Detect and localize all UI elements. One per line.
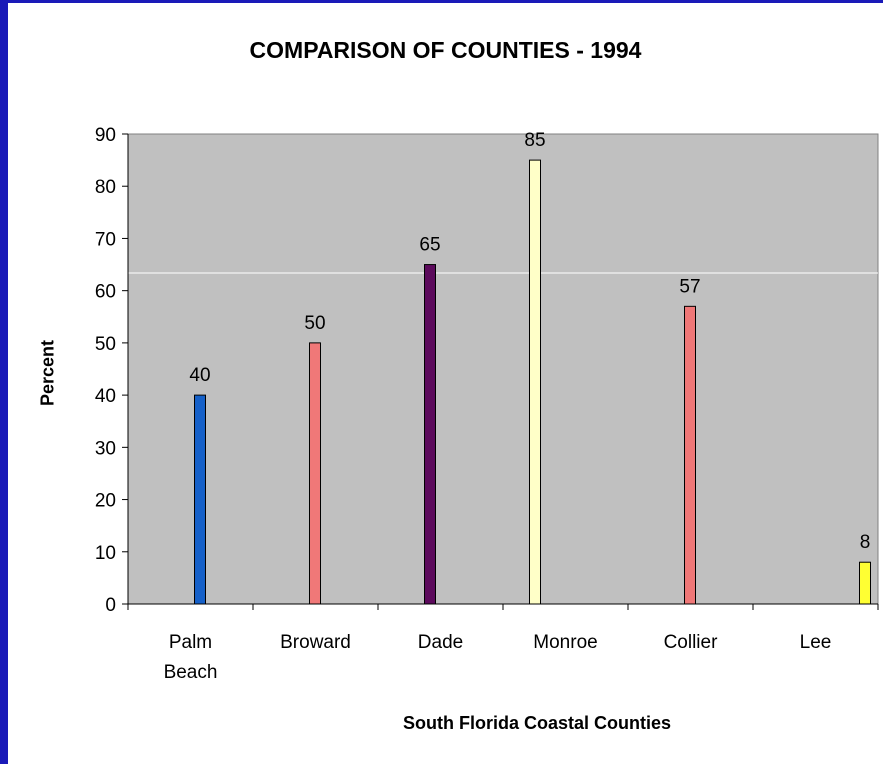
y-tick-label: 90 — [95, 125, 116, 146]
x-tick-label: Dade — [418, 632, 463, 653]
x-tick-label: Lee — [800, 632, 832, 653]
y-tick-label: 30 — [95, 438, 116, 459]
data-label: 40 — [189, 365, 210, 386]
x-tick-label: Collier — [664, 632, 719, 653]
y-tick-label: 80 — [95, 177, 116, 198]
data-label: 65 — [419, 235, 440, 256]
y-tick-label: 70 — [95, 229, 116, 250]
x-tick-label: Palm — [169, 632, 212, 653]
x-axis-label: South Florida Coastal Counties — [402, 713, 671, 733]
bar — [859, 561, 871, 605]
y-tick-label: 40 — [95, 386, 116, 407]
y-tick-label: 60 — [95, 282, 116, 303]
y-tick-label: 20 — [95, 491, 116, 512]
bar — [529, 159, 541, 605]
x-tick-label: Beach — [164, 662, 218, 683]
data-label: 85 — [524, 130, 545, 151]
chart-title: COMPARISON OF COUNTIES - 1994 — [249, 37, 642, 63]
plot-area — [127, 133, 879, 605]
bar — [309, 342, 321, 605]
data-label: 57 — [679, 276, 700, 297]
bar — [194, 394, 206, 605]
data-label: 8 — [860, 532, 871, 553]
x-tick-label: Broward — [280, 632, 351, 653]
y-tick-label: 10 — [95, 543, 116, 564]
x-tick-label: Monroe — [533, 632, 597, 653]
bar — [424, 264, 436, 605]
y-tick-label: 0 — [105, 595, 116, 616]
data-label: 50 — [304, 313, 325, 334]
y-tick-label: 50 — [95, 334, 116, 355]
bar — [684, 305, 696, 605]
